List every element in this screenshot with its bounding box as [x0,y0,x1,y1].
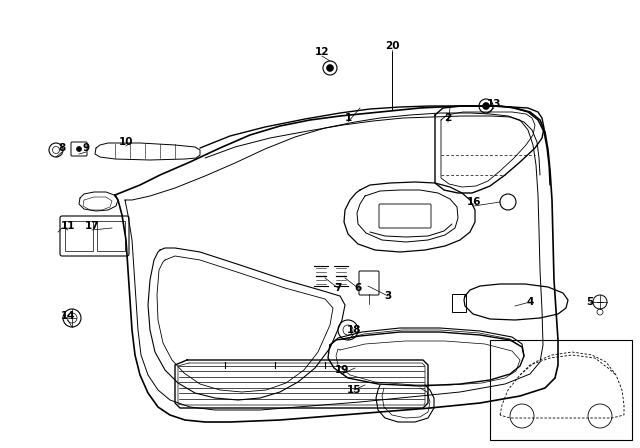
Text: 19: 19 [335,365,349,375]
Text: 9: 9 [83,143,90,153]
Text: 6: 6 [355,283,362,293]
Text: 8: 8 [58,143,66,153]
Text: 15: 15 [347,385,361,395]
Bar [97,221,125,251]
Text: 14: 14 [61,311,76,321]
Circle shape [77,146,81,151]
Text: 20: 20 [385,41,399,51]
Text: 1: 1 [344,113,351,123]
Text: 13: 13 [487,99,501,109]
Bar [65,221,93,251]
Text: 2: 2 [444,113,452,123]
Text: 11: 11 [61,221,76,231]
Text: 4: 4 [526,297,534,307]
Bar [452,294,466,312]
Text: 12: 12 [315,47,329,57]
Circle shape [483,103,490,109]
Text: 16: 16 [467,197,481,207]
Text: 18: 18 [347,325,361,335]
Text: 10: 10 [119,137,133,147]
Circle shape [326,65,333,72]
Text: 3: 3 [385,291,392,301]
Bar [490,340,632,440]
Text: 7: 7 [334,283,342,293]
Text: 5: 5 [586,297,594,307]
Text: 17: 17 [84,221,99,231]
